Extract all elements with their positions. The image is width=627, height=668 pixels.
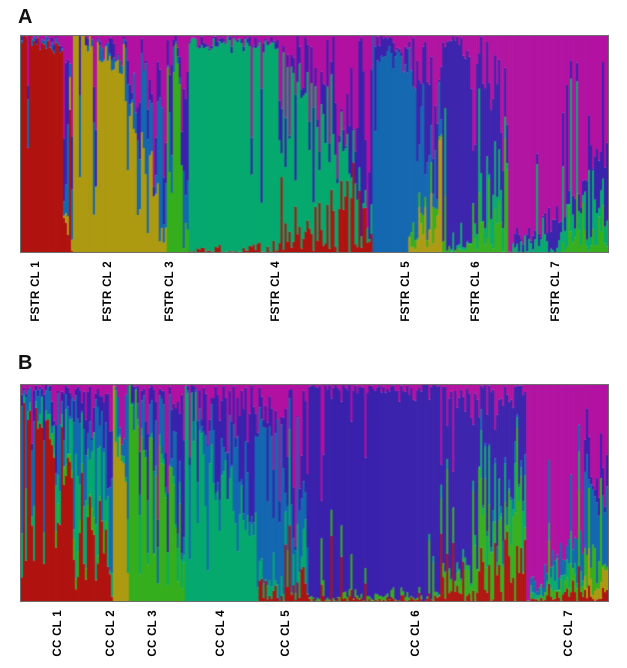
cluster-label: CC CL 4 (214, 610, 227, 657)
panel-a-cluster-labels: FSTR CL 1 FSTR CL 2 FSTR CL 3 FSTR CL 4 FSTR… (20, 256, 609, 342)
panel-b-plot-frame (20, 384, 609, 602)
cluster-label: CC CL 5 (280, 610, 293, 657)
panel-a-title: A (18, 6, 33, 28)
cluster-label: FSTR CL 3 (163, 261, 176, 322)
cluster-label: FSTR CL 7 (550, 261, 563, 322)
panel-a-plot-frame (20, 35, 609, 253)
panel-b-cluster-labels: CC CL 1 CC CL 2 CC CL 3 CC CL 4 CC CL 5 CC CL… (20, 605, 609, 667)
cluster-label: FSTR CL 4 (270, 261, 283, 322)
cluster-label: FSTR CL 5 (399, 261, 412, 322)
cluster-label: FSTR CL 2 (102, 261, 115, 322)
panel-b-title: B (18, 352, 33, 374)
cluster-label: CC CL 7 (563, 610, 576, 657)
cluster-label: CC CL 2 (105, 610, 118, 657)
cluster-label: CC CL 3 (146, 610, 159, 657)
cluster-label: FSTR CL 1 (30, 261, 43, 322)
cluster-label: CC CL 6 (409, 610, 422, 657)
cluster-label: FSTR CL 6 (469, 261, 482, 322)
admixture-plot-b (21, 385, 608, 601)
cluster-label: CC CL 1 (51, 610, 64, 657)
admixture-plot-a (21, 36, 608, 252)
